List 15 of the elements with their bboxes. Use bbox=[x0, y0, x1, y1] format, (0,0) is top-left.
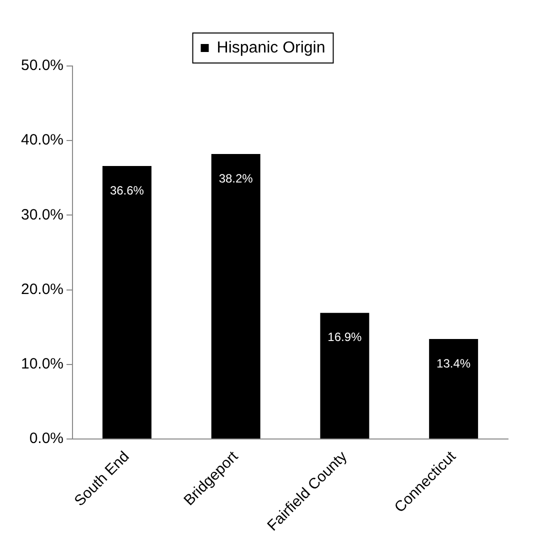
data-label: 13.4% bbox=[436, 356, 471, 370]
legend-label: Hispanic Origin bbox=[216, 39, 326, 56]
y-tick-label: 30.0% bbox=[20, 206, 64, 224]
y-tick-label: 40.0% bbox=[20, 132, 64, 149]
y-tick-label: 50.0% bbox=[20, 57, 64, 74]
bar bbox=[211, 154, 260, 438]
bar bbox=[320, 312, 370, 438]
data-label: 36.6% bbox=[110, 183, 144, 198]
bar bbox=[102, 166, 152, 438]
data-label: 16.9% bbox=[328, 330, 362, 344]
y-tick-label: 10.0% bbox=[20, 356, 64, 373]
y-tick-label: 0.0% bbox=[29, 430, 64, 448]
data-label: 38.2% bbox=[218, 171, 254, 186]
y-tick-label: 20.0% bbox=[20, 280, 64, 298]
bar bbox=[429, 339, 478, 438]
